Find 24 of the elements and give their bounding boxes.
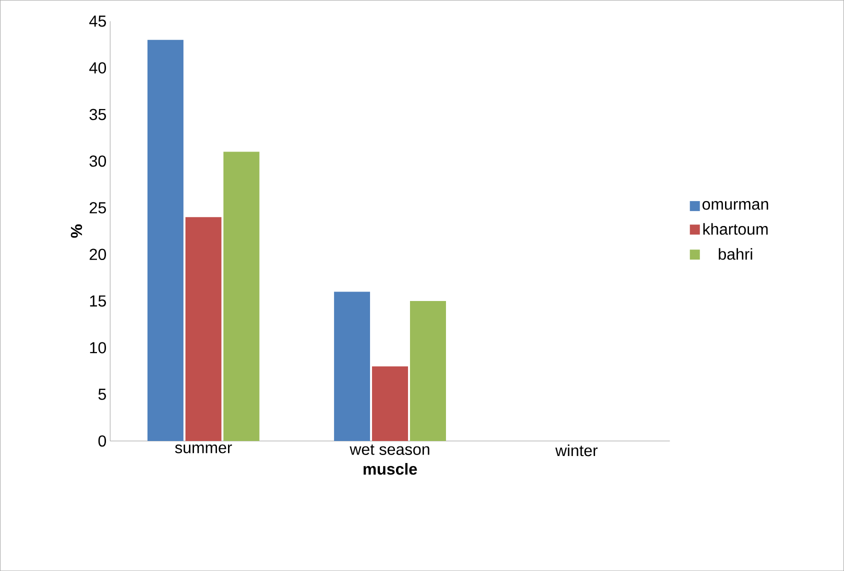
y-tick-label: 10	[90, 342, 106, 354]
y-tick-label: 45	[89, 16, 106, 27]
y-tick-label: 5	[98, 388, 106, 400]
bar	[147, 40, 184, 441]
bar	[334, 292, 370, 441]
bar	[410, 300, 446, 441]
x-tick-label: summer	[175, 444, 232, 454]
y-tick-label: 0	[98, 435, 106, 447]
y-tick-label: 35	[90, 108, 106, 120]
y-tick-label: 30	[90, 155, 106, 167]
x-axis-title: muscle	[364, 462, 417, 475]
y-tick-label: 20	[90, 248, 106, 260]
bar	[223, 152, 260, 441]
legend-label: khartoum	[703, 223, 768, 235]
x-tick-label: wet season	[350, 444, 430, 455]
legend-label: omurman	[702, 200, 768, 210]
y-tick-label: 40	[89, 62, 106, 74]
bar	[185, 217, 222, 441]
y-tick-label: 15	[90, 295, 106, 307]
bar	[372, 366, 408, 441]
legend-label: bahri	[718, 248, 752, 260]
y-tick-label: 25	[90, 202, 106, 214]
x-tick-label: winter	[555, 444, 598, 456]
y-axis-title: %	[70, 224, 82, 238]
